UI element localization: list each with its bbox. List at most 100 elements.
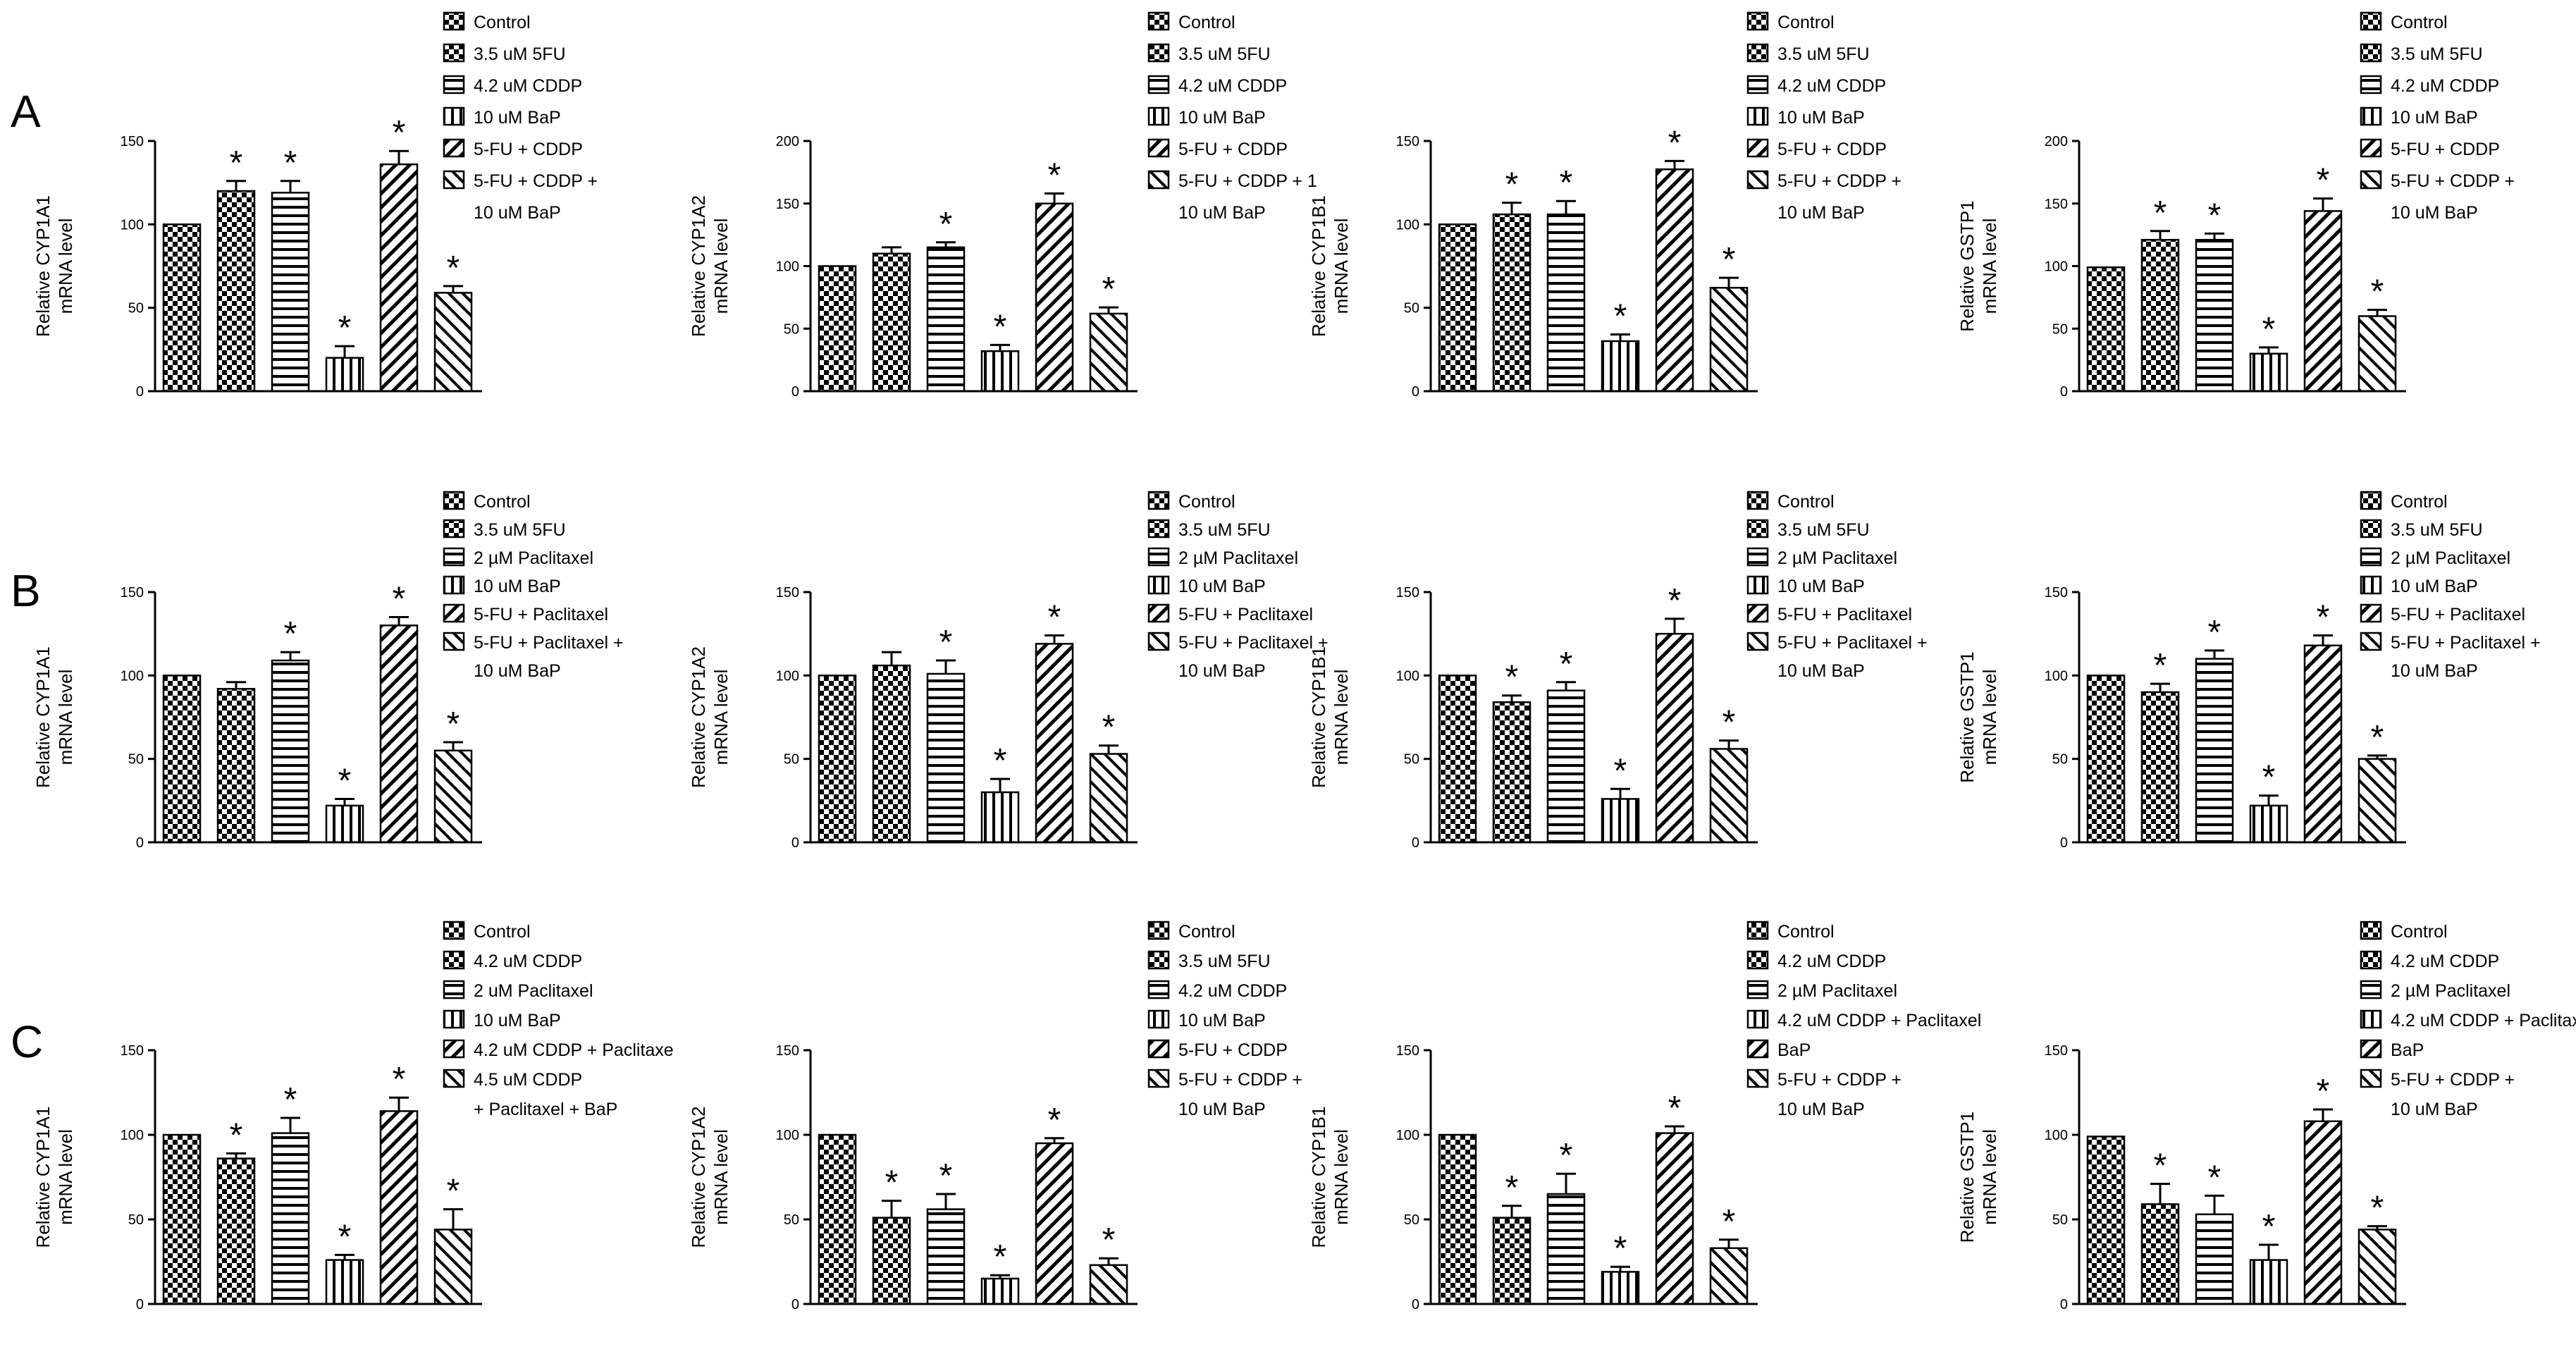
significance-asterisk: *: [338, 1218, 352, 1255]
significance-asterisk: *: [447, 250, 460, 287]
legend-label: 5-FU + CDDP +: [2391, 171, 2515, 191]
y-axis-label: mRNA level: [55, 219, 76, 314]
bar: [980, 791, 1020, 844]
legend-label: BaP: [2391, 1040, 2424, 1060]
y-tick-label: 0: [791, 835, 799, 851]
legend-label: 10 uM BaP: [2391, 203, 2478, 223]
legend-label: 4.2 uM CDDP + Paclitaxe: [474, 1040, 674, 1060]
significance-asterisk: *: [2317, 1073, 2330, 1110]
legend-swatch: [1147, 921, 1170, 940]
legend-swatch: [1746, 575, 1769, 595]
significance-asterisk: *: [939, 624, 953, 661]
legend-swatch: [1147, 603, 1170, 623]
legend-swatch: [2360, 575, 2382, 595]
significance-asterisk: *: [447, 706, 460, 743]
legend-label: 4.2 uM CDDP: [2391, 76, 2499, 96]
legend-swatch: [1746, 1069, 1769, 1088]
bar: [1035, 643, 1074, 844]
legend-swatch: [1746, 519, 1769, 539]
chart-c3: Relative CYP1B1 mRNA level 0 50 100 150 * * * * * C…: [1308, 921, 1981, 1312]
y-tick-label: 50: [784, 1212, 799, 1228]
legend-swatch: [1746, 75, 1769, 94]
bar: [1438, 675, 1477, 844]
legend-swatch: [2360, 11, 2382, 31]
legend-label: 3.5 uM 5FU: [1777, 520, 1870, 540]
legend-label: 3.5 uM 5FU: [1178, 952, 1271, 971]
legend-swatch: [443, 1039, 465, 1059]
legend-swatch: [2360, 519, 2382, 539]
y-tick-label: 150: [2045, 585, 2068, 601]
legend-swatch: [1746, 11, 1769, 31]
legend-swatch: [1746, 1039, 1769, 1059]
y-tick-label: 0: [136, 835, 144, 851]
y-axis-label: mRNA level: [1331, 219, 1352, 314]
legend-swatch: [1147, 170, 1170, 190]
bar: [325, 1259, 364, 1305]
y-axis-label: mRNA level: [1979, 1129, 2000, 1225]
legend-label: Control: [1777, 492, 1835, 512]
significance-asterisk: *: [939, 206, 953, 243]
bar: [2086, 1136, 2126, 1305]
significance-asterisk: *: [994, 308, 1007, 345]
legend-label: 5-FU + Paclitaxel: [1777, 605, 1912, 624]
legend-swatch: [443, 106, 465, 126]
legend-swatch: [2360, 950, 2382, 970]
y-tick-label: 50: [128, 301, 144, 316]
legend-swatch: [1746, 138, 1769, 158]
legend-swatch: [2360, 1069, 2382, 1088]
y-tick-label: 50: [1404, 1212, 1419, 1228]
legend-label: 5-FU + CDDP +: [1178, 1070, 1302, 1090]
significance-asterisk: *: [2262, 759, 2276, 796]
bar: [216, 688, 256, 844]
legend-swatch: [1147, 980, 1170, 999]
significance-asterisk: *: [1560, 164, 1573, 202]
y-tick-label: 150: [2045, 197, 2068, 212]
bar: [325, 804, 364, 844]
legend-label: 2 uM Paclitaxel: [474, 981, 593, 1001]
bar: [1035, 1142, 1074, 1305]
significance-asterisk: *: [1505, 659, 1519, 696]
significance-asterisk: *: [1668, 1090, 1682, 1127]
legend-label: 2 µM Paclitaxel: [1777, 548, 1897, 568]
legend-label: Control: [2391, 922, 2448, 942]
chart-c4: Relative GSTP1 mRNA level 0 50 100 150 * * * * * Co…: [1956, 921, 2576, 1312]
legend-swatch: [2360, 980, 2382, 999]
legend-swatch: [443, 1069, 465, 1088]
bar: [872, 664, 911, 844]
legend-label: Control: [474, 492, 531, 512]
y-tick-label: 50: [128, 1212, 144, 1228]
legend-swatch: [1147, 547, 1170, 567]
y-axis-label: Relative CYP1A2: [688, 646, 709, 788]
bar: [926, 246, 966, 393]
significance-asterisk: *: [2208, 197, 2221, 234]
bar: [2303, 644, 2343, 844]
bar: [2358, 1229, 2397, 1305]
legend-label: 10 uM BaP: [1777, 1100, 1865, 1119]
legend-label: 5-FU + Paclitaxel +: [1178, 633, 1329, 653]
legend-swatch: [1147, 491, 1170, 510]
bar: [1089, 753, 1128, 844]
legend-swatch: [2360, 1009, 2382, 1029]
significance-asterisk: *: [338, 762, 352, 799]
bar: [872, 252, 911, 393]
bar: [1492, 701, 1532, 844]
chart-c2: Relative CYP1A2 mRNA level 0 50 100 150 * * * * * C…: [688, 921, 1302, 1312]
bar: [162, 1133, 202, 1305]
y-axis-label: Relative CYP1A1: [32, 1107, 54, 1248]
bar: [926, 672, 966, 844]
legend-label: 5-FU + CDDP + 1: [1178, 171, 1317, 191]
legend-swatch: [443, 547, 465, 567]
legend-swatch: [2360, 921, 2382, 940]
legend-swatch: [1147, 11, 1170, 31]
y-tick-label: 200: [776, 134, 799, 149]
significance-asterisk: *: [230, 144, 243, 182]
y-tick-label: 0: [791, 1297, 799, 1312]
y-tick-label: 100: [776, 668, 799, 684]
significance-asterisk: *: [1723, 241, 1736, 278]
chart-b2: Relative CYP1A2 mRNA level 0 50 100 150 * * * * Co…: [688, 491, 1329, 851]
legend-label: 2 µM Paclitaxel: [1178, 548, 1298, 568]
y-tick-label: 50: [2052, 321, 2068, 337]
bar: [1601, 798, 1640, 844]
significance-asterisk: *: [2262, 1208, 2276, 1245]
legend-swatch: [1147, 106, 1170, 126]
